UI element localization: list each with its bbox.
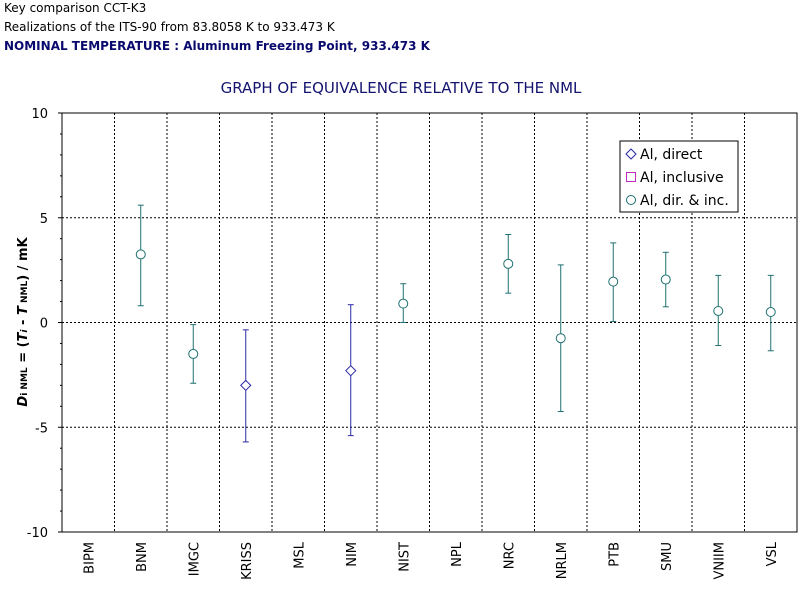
- category-label: PTB: [607, 542, 622, 567]
- y-axis-ticks: -10 -5 0 5 10: [27, 107, 62, 541]
- data-point: [398, 298, 409, 309]
- y-tick-label: 10: [31, 107, 48, 122]
- ylabel-part: ) / mK: [16, 237, 31, 281]
- ylabel-part: = (: [16, 341, 31, 367]
- legend-marker: [626, 172, 636, 182]
- legend-label: Al, dir. & inc.: [640, 193, 729, 209]
- chart-title: GRAPH OF EQUIVALENCE RELATIVE TO THE NML: [221, 79, 582, 97]
- y-axis-label: Di NML = (Ti - T NML) / mK: [16, 237, 31, 407]
- ylabel-part: T: [16, 305, 31, 315]
- ylabel-part: NML: [20, 281, 30, 307]
- data-point: [135, 249, 146, 260]
- category-label: NRC: [502, 542, 517, 569]
- data-points: [135, 204, 776, 443]
- grid: [62, 113, 797, 532]
- category-label: NIM: [345, 542, 360, 567]
- ylabel-part: i: [20, 329, 30, 333]
- legend-label: Al, direct: [640, 147, 703, 163]
- y-tick-label: 0: [40, 317, 48, 332]
- legend-box: [619, 140, 739, 213]
- legend-marker: [625, 148, 637, 160]
- category-label: NRLM: [555, 542, 570, 579]
- data-point: [660, 274, 671, 285]
- legend-marker: [626, 195, 636, 205]
- data-point: [240, 379, 252, 392]
- data-point: [713, 305, 724, 316]
- category-label: KRISS: [240, 542, 255, 580]
- category-label: SMU: [660, 542, 675, 571]
- data-point: [188, 348, 199, 359]
- category-label: BIPM: [82, 542, 97, 574]
- ylabel-part: T: [16, 331, 31, 341]
- y-tick-label: 5: [40, 212, 48, 227]
- y-tick-label: -5: [35, 421, 48, 436]
- ylabel-part: -: [16, 315, 31, 329]
- ylabel-part: i NML: [20, 367, 30, 396]
- category-label: NPL: [450, 541, 465, 567]
- legend-label: Al, inclusive: [640, 170, 724, 186]
- data-point: [345, 364, 357, 377]
- data-point: [608, 276, 619, 287]
- category-label: VSL: [765, 541, 780, 566]
- data-point: [503, 258, 514, 269]
- data-point: [555, 333, 566, 344]
- category-label: VNIIM: [712, 542, 727, 580]
- ylabel-part: D: [16, 396, 31, 407]
- header-line-1: Key comparison CCT-K3: [4, 1, 147, 15]
- data-point: [765, 307, 776, 318]
- header-line-2: Realizations of the ITS-90 from 83.8058 …: [4, 20, 335, 34]
- category-label: MSL: [292, 541, 307, 568]
- x-axis-categories: BIPM BNM IMGC KRISS MSL NIM NIST NPL NRC NRLM PTB S…: [82, 541, 780, 580]
- legend: Al, direct Al, inclusive Al, dir. & inc.: [619, 140, 739, 213]
- category-label: NIST: [397, 542, 412, 572]
- category-label: BNM: [135, 542, 150, 572]
- header-line-3: NOMINAL TEMPERATURE : Aluminum Freezing …: [4, 39, 430, 53]
- y-tick-label: -10: [27, 526, 48, 541]
- category-label: IMGC: [187, 542, 202, 576]
